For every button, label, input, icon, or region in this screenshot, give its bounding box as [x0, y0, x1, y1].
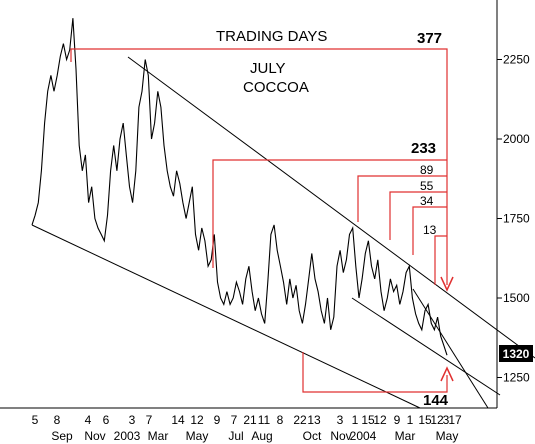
time-axis-day-label: 5: [32, 413, 39, 427]
time-axis-month-label: Mar: [395, 429, 416, 443]
bracket-55: [389, 191, 447, 240]
fib-count-13: 13: [423, 223, 437, 237]
time-axis-month-label: Mar: [148, 429, 169, 443]
time-axis-month-label: Oct: [303, 429, 322, 443]
time-axis-day-label: 12: [373, 413, 387, 427]
time-axis-month-label: Nov: [330, 429, 351, 443]
price-tick-label: 2000: [503, 132, 530, 146]
time-axis-day-label: 8: [54, 413, 61, 427]
fib-count-55: 55: [420, 179, 434, 193]
time-axis-day-label: 7: [146, 413, 153, 427]
bracket-89: [357, 175, 447, 222]
chart-subtitle: TRADING DAYS: [216, 28, 327, 45]
time-axis-day-label: 12: [430, 413, 444, 427]
time-axis-day-label: 3: [129, 413, 136, 427]
bracket-377: [70, 48, 448, 285]
time-axis-day-label: 1: [407, 413, 414, 427]
arrowhead-down: [440, 276, 454, 292]
time-axis-day-label: 3: [337, 413, 344, 427]
time-axis-day-label: 14: [171, 413, 185, 427]
bracket-144: [302, 352, 448, 393]
time-axis-day-label: 17: [448, 413, 462, 427]
price-axis-tick-labels: 1250 1500 1750 2000 2250: [503, 53, 530, 385]
fib-arrowheads: [440, 276, 454, 382]
trendline-upper: [127, 56, 535, 359]
fib-count-233: 233: [411, 140, 436, 157]
bracket-34: [412, 206, 447, 255]
chart-title-line-2: COCCOA: [243, 79, 309, 96]
last-price-badge: [499, 345, 533, 362]
time-axis-day-label: 15: [361, 413, 375, 427]
price-series-line: [31, 18, 448, 356]
fib-count-34: 34: [420, 194, 434, 208]
price-axis-tick-marks: [497, 59, 502, 378]
bracket-13: [434, 235, 447, 285]
trendline-lower: [31, 224, 421, 409]
fib-brackets: [70, 48, 448, 393]
time-axis-day-label: 11: [258, 413, 271, 427]
bracket-233: [212, 159, 447, 268]
trendline-channel: [351, 297, 501, 396]
time-axis-month-label: Sep: [51, 429, 73, 443]
price-tick-label: 1750: [503, 212, 530, 226]
price-tick-label: 1250: [503, 371, 530, 385]
arrowhead-up: [440, 366, 454, 382]
time-axis-month-label: Aug: [251, 429, 272, 443]
chart-title-line-1: JULY: [250, 60, 286, 77]
time-axis-day-label: 8: [277, 413, 284, 427]
price-tick-label: 1500: [503, 291, 530, 305]
time-axis-month-label: May: [186, 429, 209, 443]
time-axis-month-label: Jul: [228, 429, 243, 443]
fib-count-89: 89: [420, 163, 434, 177]
fib-count-144: 144: [423, 392, 449, 409]
time-axis-day-label: 15: [418, 413, 432, 427]
last-price-label: 1320: [503, 347, 530, 361]
time-axis-day-label: 6: [103, 413, 110, 427]
time-axis-day-label: 22: [293, 413, 307, 427]
time-axis-day-label: 1: [352, 413, 359, 427]
time-axis-day-label: 21: [243, 413, 257, 427]
time-axis-month-label: 2003: [114, 429, 141, 443]
time-axis-day-label: 12: [190, 413, 204, 427]
time-axis-day-label: 13: [307, 413, 321, 427]
time-axis-day-label: 3: [443, 413, 450, 427]
fib-count-377: 377: [417, 30, 442, 47]
time-axis-day-label: 9: [214, 413, 221, 427]
time-axis-month-label: May: [436, 429, 459, 443]
time-axis-day-label: 7: [231, 413, 238, 427]
time-axis-day-label: 4: [85, 413, 92, 427]
time-axis-day-label: 9: [394, 413, 401, 427]
price-tick-label: 2250: [503, 53, 530, 67]
time-axis-month-label: 2004: [350, 429, 377, 443]
time-axis-month-label: Nov: [84, 429, 105, 443]
